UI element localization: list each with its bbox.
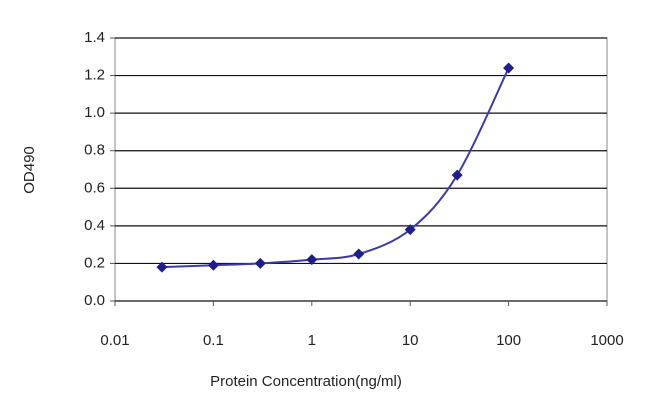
plot-area bbox=[114, 37, 608, 302]
x-tick-label: 10 bbox=[402, 332, 419, 349]
y-tick-label: 0.8 bbox=[84, 142, 105, 159]
y-tick-label: 1.2 bbox=[84, 67, 105, 84]
y-tick-label: 1.0 bbox=[84, 104, 105, 121]
data-point bbox=[156, 261, 168, 273]
x-tick-label: 100 bbox=[496, 332, 521, 349]
y-tick-label: 1.4 bbox=[84, 29, 105, 46]
y-axis-label: OD490 bbox=[21, 146, 38, 194]
x-tick-label: 1 bbox=[308, 332, 316, 349]
data-point bbox=[207, 259, 219, 271]
x-tick-label: 0.01 bbox=[100, 332, 129, 349]
x-axis-label: Protein Concentration(ng/ml) bbox=[210, 373, 402, 390]
data-point bbox=[404, 224, 416, 236]
data-point bbox=[254, 257, 266, 269]
data-point bbox=[503, 62, 515, 74]
y-tick-label: 0.2 bbox=[84, 254, 105, 271]
y-tick-label: 0.0 bbox=[84, 292, 105, 309]
x-tick-label: 1000 bbox=[590, 332, 623, 349]
data-point bbox=[353, 248, 365, 260]
data-point bbox=[306, 254, 318, 266]
y-tick-label: 0.6 bbox=[84, 179, 105, 196]
y-tick-label: 0.4 bbox=[84, 217, 105, 234]
x-tick-label: 0.1 bbox=[203, 332, 224, 349]
data-point bbox=[451, 169, 463, 181]
